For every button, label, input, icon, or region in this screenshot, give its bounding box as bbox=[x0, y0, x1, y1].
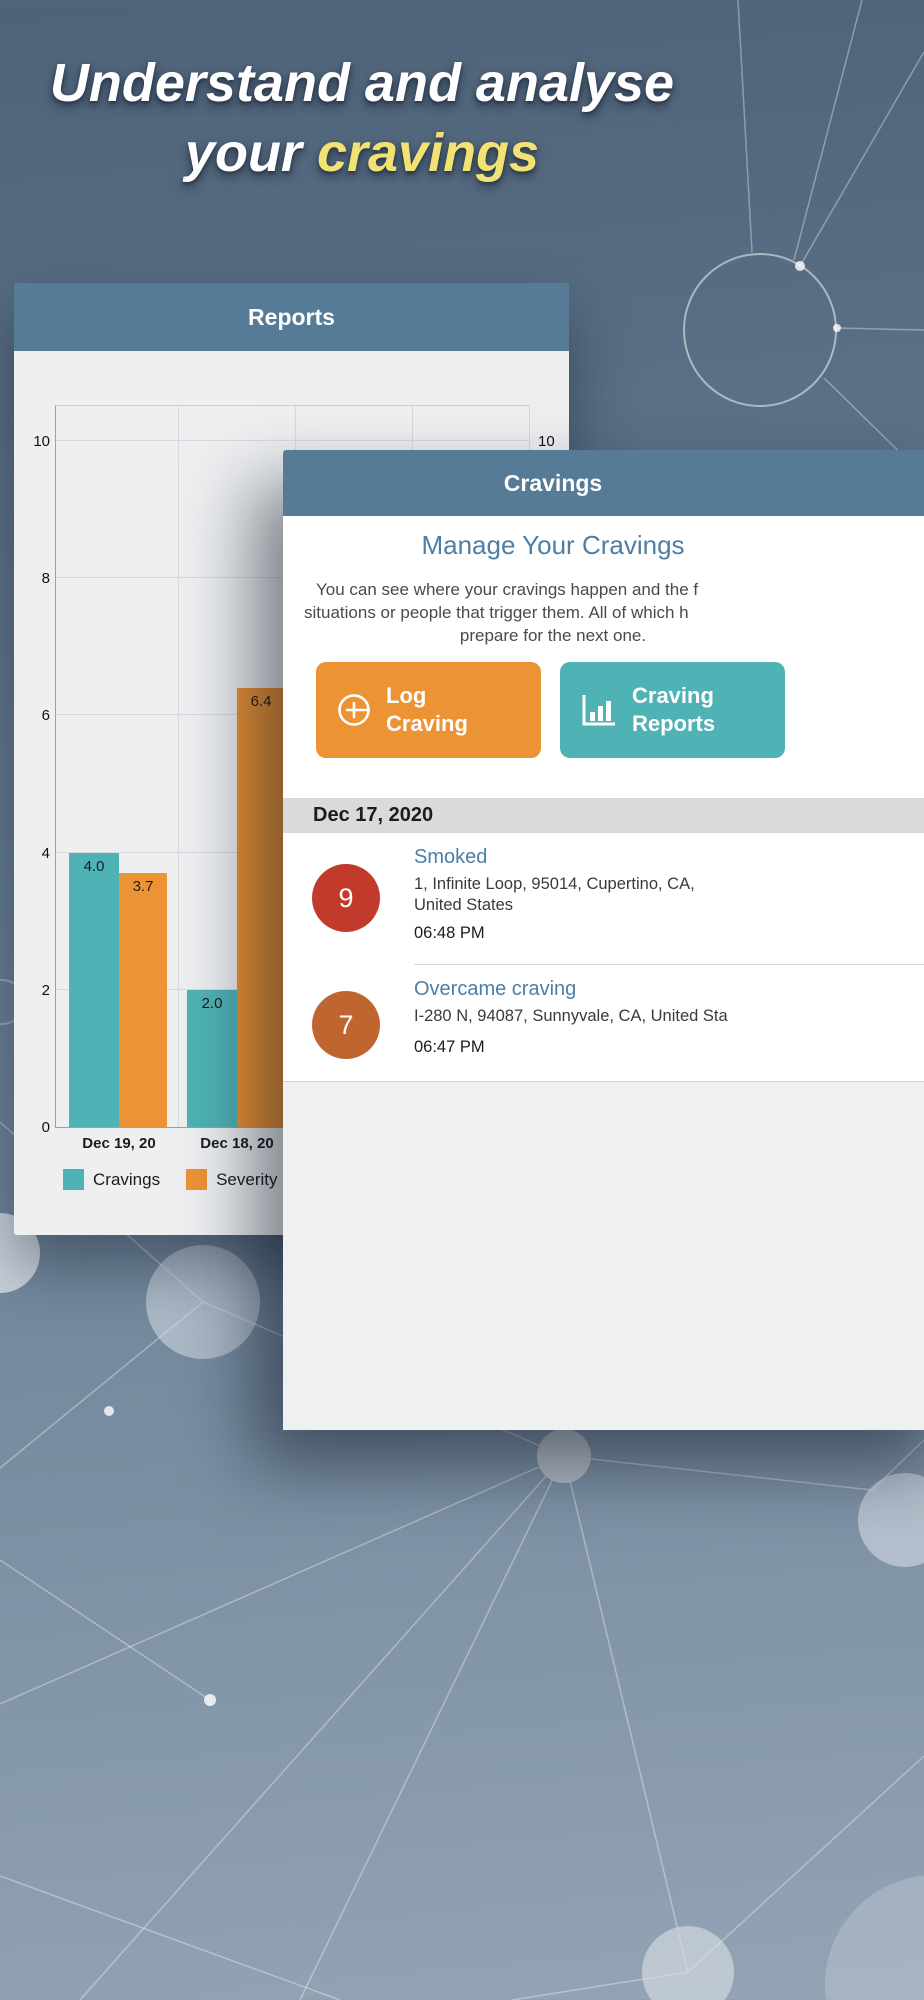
chart-bar: 6.4 bbox=[237, 687, 285, 1127]
cravings-screen: Cravings Manage Your Cravings You can se… bbox=[283, 450, 924, 1430]
entry-address: United States bbox=[414, 896, 514, 914]
entry-address: 1, Infinite Loop, 95014, Cupertino, CA, bbox=[414, 875, 695, 893]
chart-bar: 2.0 bbox=[187, 989, 237, 1127]
list-footer-area bbox=[283, 1082, 924, 1430]
bar-chart-icon bbox=[580, 693, 618, 727]
bar-value-label: 2.0 bbox=[201, 994, 223, 1012]
separator bbox=[283, 1081, 924, 1082]
plus-circle-icon bbox=[336, 692, 372, 728]
button-label-line: Craving bbox=[386, 711, 468, 736]
bar-value-label: 4.0 bbox=[83, 857, 105, 875]
y-axis-label: 8 bbox=[41, 570, 50, 588]
manage-cravings-heading: Manage Your Cravings bbox=[421, 530, 685, 560]
craving-count-badge: 7 bbox=[312, 991, 380, 1059]
cravings-title: Cravings bbox=[503, 469, 603, 496]
craving-count-badge: 9 bbox=[312, 864, 380, 932]
chart-legend: Cravings Severity bbox=[63, 1169, 304, 1190]
bar-value-label: 6.4 bbox=[250, 692, 272, 710]
log-craving-label: Log Craving bbox=[386, 682, 468, 738]
button-label-line: Log bbox=[386, 683, 427, 708]
entry-title: Overcame craving bbox=[414, 978, 577, 1000]
entry-title: Smoked bbox=[414, 846, 488, 868]
y-axis-label-right: 10 bbox=[538, 433, 555, 450]
headline-line-2-prefix: your bbox=[184, 123, 317, 183]
bar-value-label: 3.7 bbox=[132, 878, 154, 896]
entry-time: 06:47 PM bbox=[414, 1038, 485, 1056]
y-axis-label: 4 bbox=[41, 844, 50, 862]
description-line: prepare for the next one. bbox=[459, 626, 647, 645]
description-line: You can see where your cravings happen a… bbox=[316, 580, 699, 599]
button-label-line: Reports bbox=[632, 711, 716, 736]
x-axis-label: Dec 19, 20 bbox=[82, 1135, 156, 1152]
reports-chart: 0 2 4 6 8 10 10 Dec 19, 20 4.0 3.7 Dec 18, 20 2.0 6.… bbox=[33, 405, 555, 1152]
gridline bbox=[178, 406, 179, 1127]
entry-address: I-280 N, 94087, Sunnyvale, CA, United St… bbox=[414, 1007, 728, 1025]
craving-entry[interactable]: 9 Smoked 1, Infinite Loop, 95014, Cupert… bbox=[283, 833, 924, 965]
legend-label: Severity bbox=[216, 1169, 278, 1189]
marketing-headline: Understand and analyse your cravings bbox=[0, 50, 724, 186]
legend-item: Severity bbox=[186, 1169, 278, 1190]
legend-swatch bbox=[186, 1169, 208, 1190]
separator bbox=[414, 964, 924, 965]
cravings-navbar: Cravings bbox=[283, 450, 924, 516]
craving-entry[interactable]: 7 Overcame craving I-280 N, 94087, Sunny… bbox=[283, 965, 924, 1082]
headline-highlight: cravings bbox=[316, 123, 540, 183]
craving-reports-label: Craving Reports bbox=[632, 682, 715, 738]
craving-reports-button[interactable]: Craving Reports bbox=[560, 662, 785, 758]
y-axis-label: 6 bbox=[41, 707, 50, 725]
reports-title: Reports bbox=[248, 303, 335, 330]
headline-line-1: Understand and analyse bbox=[49, 53, 675, 113]
y-axis-label: 2 bbox=[41, 981, 50, 999]
y-axis-label: 10 bbox=[33, 433, 50, 450]
chart-bar: 4.0 bbox=[69, 852, 119, 1127]
reports-navbar: Reports bbox=[14, 283, 569, 351]
x-axis-label: Dec 18, 20 bbox=[200, 1135, 274, 1152]
button-label-line: Craving bbox=[632, 683, 714, 708]
gridline bbox=[56, 440, 529, 441]
description-line: situations or people that trigger them. … bbox=[304, 603, 689, 622]
legend-label: Cravings bbox=[93, 1169, 161, 1189]
legend-item: Cravings bbox=[63, 1169, 160, 1190]
chart-bar: 3.7 bbox=[119, 873, 167, 1127]
headline-line-2: your cravings bbox=[0, 120, 724, 186]
date-section-header: Dec 17, 2020 bbox=[283, 798, 924, 833]
legend-swatch bbox=[63, 1169, 84, 1190]
y-axis-label: 0 bbox=[41, 1119, 50, 1136]
log-craving-button[interactable]: Log Craving bbox=[316, 662, 541, 758]
entry-time: 06:48 PM bbox=[414, 924, 485, 942]
